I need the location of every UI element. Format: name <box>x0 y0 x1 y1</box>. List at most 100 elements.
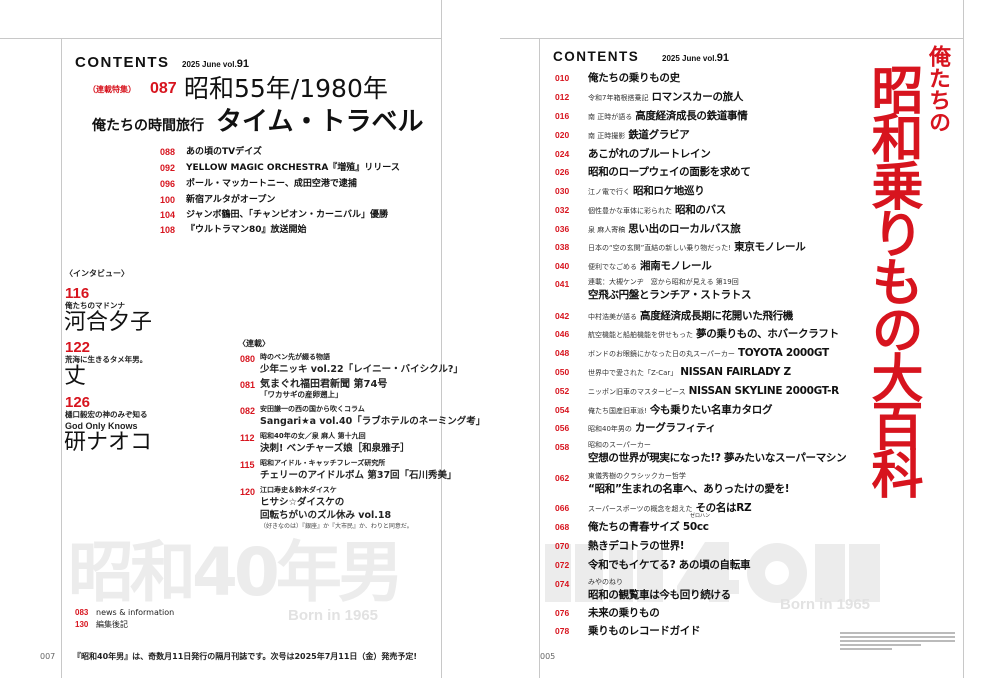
toc-page: 062 <box>555 473 570 483</box>
toc-page: 038 <box>555 242 570 252</box>
toc-entry: 令和7年箱根搭乗記 ロマンスカーの旅人 <box>588 91 743 103</box>
toc-page: 058 <box>555 442 570 452</box>
toc-page: 074 <box>555 579 570 589</box>
credits-text <box>840 630 955 652</box>
feature-title2: タイム・トラベル <box>216 107 424 137</box>
interview-label: 〈インタビュー〉 <box>65 269 129 278</box>
toc-subtitle: ニッポン旧車のマスターピース <box>588 388 686 396</box>
toc-entry: 熱きデコトラの世界! <box>588 540 685 552</box>
toc-title: ロマンスカーの旅人 <box>651 91 744 103</box>
watermark-glyph-2 <box>609 544 633 602</box>
toc-title: 昭和ロケ地巡り <box>633 185 705 197</box>
toc-page: 048 <box>555 348 570 358</box>
toc-entry: 連載：大槻ケンヂ 窓から昭和が見える 第19回 <box>588 278 739 286</box>
toc-title: 令和でもイケてる? あの頃の自転車 <box>588 559 751 571</box>
right-watermark-logo <box>545 542 880 603</box>
feature-item-title: あの頃のTVデイズ <box>186 147 262 157</box>
toc-title: NISSAN SKYLINE 2000GT-R <box>688 385 840 397</box>
watermark-glyph-1 <box>545 544 571 602</box>
left-page-right-rule <box>441 0 442 678</box>
toc-subtitle: 航空機能と船舶機能を併せもった <box>588 331 693 339</box>
left-page-number: 007 <box>40 652 56 661</box>
toc-entry: 世界中で愛された「Z-Car」 NISSAN FAIRLADY Z <box>588 366 791 378</box>
left-watermark-logo: 昭和40年男 <box>68 534 404 611</box>
toc-ruby: ゼロハン <box>690 513 711 519</box>
toc-subtitle: 江ノ電で行く <box>588 188 630 196</box>
toc-page: 030 <box>555 186 570 196</box>
feature-subtitle: 俺たちの時間旅行 <box>92 118 204 134</box>
watermark-glyph-man <box>849 544 880 602</box>
interview-caption: 荒海に生きるタメ年男。 <box>65 355 148 364</box>
toc-page: 056 <box>555 423 570 433</box>
toc-title: その名はRZ <box>695 502 752 514</box>
toc-page: 066 <box>555 503 570 513</box>
issue-number: 91 <box>236 58 249 70</box>
interview-page: 116 <box>65 285 90 302</box>
right-contents-title: CONTENTS <box>553 49 640 64</box>
serial-title: 少年ニッキ vol.22「レイニー・バイシクル?」 <box>260 364 463 375</box>
next-issue-note: 『昭和40年男』は、奇数月11日発行の隔月刊誌です。次号は2025年7月11日（… <box>73 652 418 661</box>
toc-page: 016 <box>555 111 570 121</box>
interview-name: 丈 <box>64 364 87 389</box>
serial-subtitle: 昭和40年の女／泉 麻人 第十九回 <box>260 432 366 440</box>
toc-title: 未来の乗りもの <box>588 607 660 619</box>
news-page: 083 <box>75 608 89 617</box>
toc-entry: ニッポン旧車のマスターピース NISSAN SKYLINE 2000GT-R <box>588 385 839 397</box>
toc-title: “昭和”生まれの名車へ、ありったけの愛を! <box>588 483 790 495</box>
interview-page: 122 <box>65 339 91 356</box>
interview-caption: 樋口毅宏の神のみぞ知る <box>65 410 148 419</box>
toc-page: 040 <box>555 261 570 271</box>
toc-entry: 俺たちの乗りもの史 <box>588 72 680 84</box>
toc-title: NISSAN FAIRLADY Z <box>680 366 791 378</box>
left-watermark-born: Born in 1965 <box>288 607 379 624</box>
toc-entry: みやのねり <box>588 578 623 586</box>
feature-item-page: 092 <box>160 163 176 173</box>
serial-page: 081 <box>240 380 256 390</box>
toc-title: 熱きデコトラの世界! <box>588 540 685 552</box>
issue-number: 91 <box>716 52 729 64</box>
toc-entry: ボンドのお眼鏡にかなった日の丸スーパーカー TOYOTA 2000GT <box>588 347 829 359</box>
feature-item-page: 096 <box>160 179 176 189</box>
serial-title: 気まぐれ福田君新聞 第74号 <box>260 379 388 390</box>
toc-page: 010 <box>555 73 570 83</box>
feature-item-title: ポール・マッカートニー、成田空港で逮捕 <box>186 179 357 189</box>
toc-entry: 未来の乗りもの <box>588 607 660 619</box>
feature-title: 昭和55年/1980年 <box>184 74 388 103</box>
toc-title: 思い出のローカルバス旅 <box>628 223 741 235</box>
feature-item-title: ジャンボ鶴田、「チャンピオン・カーニバル」優勝 <box>186 210 388 220</box>
feature-title-small: 俺たちの <box>925 45 950 133</box>
toc-title: 高度経済成長期に花開いた飛行機 <box>640 310 793 322</box>
toc-title: 高度経済成長の鉄道事情 <box>635 110 748 122</box>
serial-page: 120 <box>240 487 256 497</box>
serial-title: 決刺! ベンチャーズ娘［和泉雅子］ <box>260 443 410 454</box>
toc-subtitle: 泉 麻人寄稿 <box>588 226 626 234</box>
left-page-inner-rule <box>61 38 62 678</box>
toc-entry: 南 正時が語る 高度経済成長の鉄道事情 <box>588 110 748 122</box>
toc-entry: 南 正時撮影 鉄道グラビア <box>588 129 690 141</box>
feature-page: 087 <box>150 80 177 97</box>
toc-title: 昭和の観覧車は今も回り続ける <box>588 589 731 601</box>
toc-entry: 東儀秀樹のクラシックカー哲学 <box>588 472 686 480</box>
watermark-glyph-1b <box>575 544 603 602</box>
toc-entry: スーパースポーツの概念を超えた その名はRZ <box>588 502 752 514</box>
toc-page: 032 <box>555 205 570 215</box>
serial-page: 115 <box>240 460 255 470</box>
toc-page: 020 <box>555 130 570 140</box>
feature-item-page: 104 <box>160 210 176 220</box>
serial-note: （好きなのは）『銀座』か『大市民』か、わりと同意だ。 <box>260 523 413 530</box>
toc-page: 024 <box>555 149 570 159</box>
toc-subtitle: ボンドのお眼鏡にかなった日の丸スーパーカー <box>588 350 735 358</box>
toc-title: 昭和のロープウェイの面影を求めて <box>588 166 751 178</box>
toc-page: 012 <box>555 92 570 102</box>
toc-page: 041 <box>555 279 570 289</box>
toc-title: 夢の乗りもの、ホバークラフト <box>696 328 839 340</box>
toc-entry: 令和でもイケてる? あの頃の自転車 <box>588 559 750 571</box>
toc-subtitle: 俺たち国産旧車派! <box>588 407 647 415</box>
interview-name: 研ナオコ <box>64 430 153 455</box>
watermark-glyph-4 <box>677 542 739 602</box>
toc-page: 050 <box>555 367 570 377</box>
feature-item-page: 108 <box>160 225 176 235</box>
toc-subtitle: 東儀秀樹のクラシックカー哲学 <box>588 472 686 480</box>
toc-title: カーグラフィティ <box>634 422 716 434</box>
toc-subtitle: 中村浩美が語る <box>588 313 637 321</box>
